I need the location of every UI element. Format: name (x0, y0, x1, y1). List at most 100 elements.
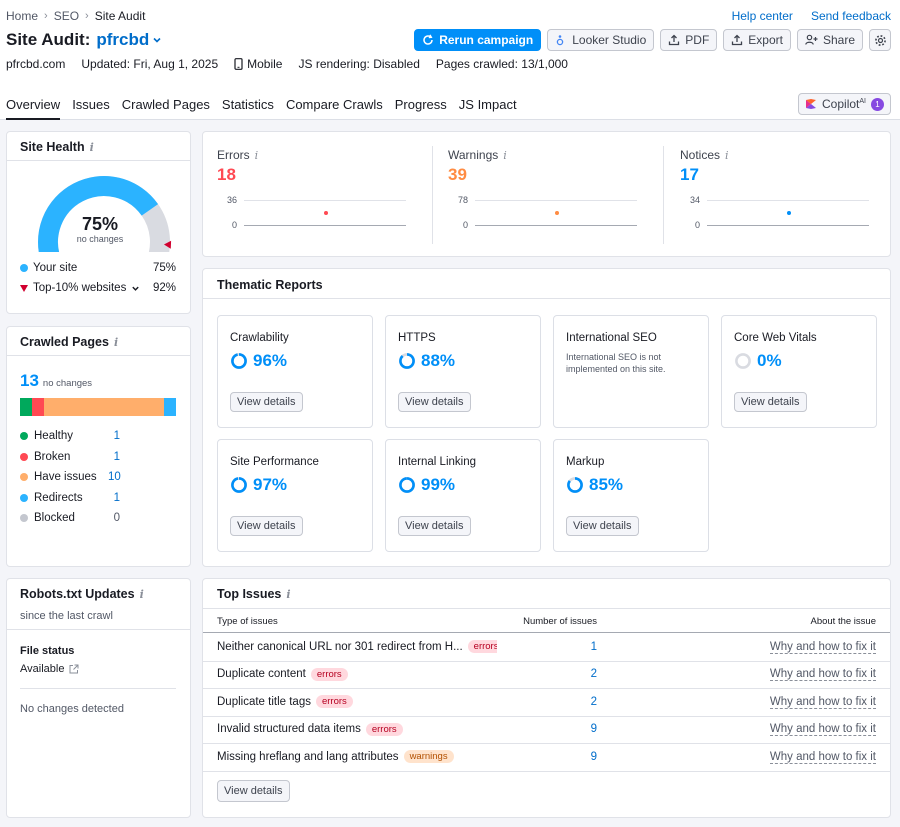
warnings-trend-point (555, 210, 559, 215)
project-selector[interactable]: pfrcbd (96, 30, 162, 50)
settings-button[interactable] (869, 29, 891, 51)
info-icon[interactable]: i (139, 587, 144, 601)
progress-ring-icon (231, 353, 247, 369)
report-card-markup[interactable]: Markup 85% View details (553, 439, 709, 552)
copilot-button[interactable]: CopilotAI 1 (798, 93, 891, 115)
issue-count[interactable]: 2 (590, 668, 597, 680)
issue-title[interactable]: Invalid structured data items (217, 723, 361, 735)
legend-value: 1 (113, 491, 120, 504)
issue-count[interactable]: 9 (590, 750, 597, 763)
upload-icon (669, 34, 680, 46)
warnings-tick-bottom: 0 (462, 220, 468, 230)
info-icon[interactable]: i (286, 587, 291, 601)
report-card-site-performance[interactable]: Site Performance 97% View details (217, 439, 373, 552)
info-icon[interactable]: i (725, 148, 729, 162)
why-how-fix-link[interactable]: Why and how to fix it (769, 695, 876, 709)
bar-segment-broken[interactable] (32, 398, 44, 416)
divider (203, 688, 890, 689)
divider (663, 146, 664, 244)
crawled-pages-count[interactable]: 13 no changes (20, 371, 93, 390)
breadcrumb-seo[interactable]: SEO (53, 9, 80, 23)
errors-stat[interactable]: Errors i 18 36 0 (203, 132, 432, 258)
rerun-campaign-label: Rerun campaign (439, 33, 534, 47)
project-name: pfrcbd (96, 30, 150, 49)
report-card-internal-linking[interactable]: Internal Linking 99% View details (385, 439, 541, 552)
view-details-button[interactable]: View details (230, 392, 303, 412)
divider (203, 632, 890, 633)
upload-icon (732, 34, 743, 46)
tab-compare-crawls[interactable]: Compare Crawls (285, 97, 383, 112)
legend-dot-icon (20, 493, 28, 502)
issue-title[interactable]: Duplicate title tags (217, 695, 311, 708)
breadcrumb-home[interactable]: Home (6, 9, 39, 23)
progress-ring-icon (399, 477, 415, 493)
why-how-fix-link[interactable]: Why and how to fix it (769, 750, 876, 764)
top10-value: 92% (152, 282, 176, 294)
tab-progress[interactable]: Progress (394, 97, 447, 112)
issue-count[interactable]: 9 (590, 723, 597, 735)
tab-statistics[interactable]: Statistics (221, 97, 274, 112)
rerun-campaign-button[interactable]: Rerun campaign (414, 29, 542, 51)
table-row: Neither canonical URL nor 301 redirect f… (217, 633, 876, 660)
issue-count[interactable]: 1 (590, 640, 597, 653)
report-card-crawlability[interactable]: Crawlability 96% View details (217, 315, 373, 428)
view-details-button[interactable]: View details (398, 392, 471, 412)
report-card-core-web-vitals[interactable]: Core Web Vitals 0% View details (721, 315, 877, 428)
view-details-button[interactable]: View details (398, 516, 471, 536)
tab-js-impact[interactable]: JS Impact (458, 97, 517, 112)
view-details-button[interactable]: View details (230, 516, 303, 536)
view-details-button[interactable]: View details (734, 392, 807, 412)
help-center-link[interactable]: Help center (731, 9, 793, 23)
why-how-fix-link[interactable]: Why and how to fix it (769, 668, 876, 681)
legend-row-healthy[interactable]: Healthy 1 (20, 430, 120, 442)
robots-no-changes: No changes detected (20, 703, 124, 715)
info-icon[interactable]: i (254, 148, 259, 162)
pdf-button[interactable]: PDF (660, 29, 718, 51)
ring-fill (399, 353, 415, 369)
device-type: Mobile (234, 57, 282, 71)
device-label: Mobile (247, 57, 283, 71)
issue-title[interactable]: Neither canonical URL nor 301 redirect f… (217, 640, 463, 653)
info-icon[interactable]: i (503, 148, 507, 162)
ring-fill (231, 477, 247, 493)
tab-issues[interactable]: Issues (72, 97, 110, 112)
issue-count[interactable]: 2 (590, 695, 597, 708)
send-feedback-link[interactable]: Send feedback (810, 9, 891, 23)
report-card-https[interactable]: HTTPS 88% View details (385, 315, 541, 428)
issue-title[interactable]: Duplicate content (217, 668, 306, 680)
bar-segment-have-issues[interactable] (44, 398, 164, 416)
legend-dot-icon (20, 452, 28, 461)
top10-selector[interactable]: Top-10% websites (20, 282, 140, 294)
notices-value: 17 (680, 165, 699, 184)
tab-crawled-pages[interactable]: Crawled Pages (121, 97, 210, 112)
warnings-stat[interactable]: Warnings i 39 78 0 (434, 132, 663, 258)
report-card-international-seo[interactable]: International SEO International SEO is no… (553, 315, 709, 428)
legend-row-broken[interactable]: Broken 1 (20, 451, 120, 463)
looker-studio-button[interactable]: Looker Studio (547, 29, 655, 51)
chevron-down-icon (153, 37, 161, 43)
info-icon[interactable]: i (89, 140, 94, 154)
triangle-down-icon (20, 284, 28, 292)
page-header: Home › SEO › Site Audit Help center Send… (0, 0, 900, 120)
issue-title[interactable]: Missing hreflang and lang attributes (217, 750, 399, 763)
table-row: Invalid structured data items errors 9 Why … (217, 716, 876, 743)
top-issues-view-details-button[interactable]: View details (217, 780, 290, 802)
bar-segment-redirects[interactable] (164, 398, 176, 416)
legend-row-have-issues[interactable]: Have issues 10 (20, 471, 121, 483)
file-status-value[interactable]: Available (20, 663, 79, 675)
why-how-fix-link[interactable]: Why and how to fix it (769, 723, 876, 736)
legend-row-redirects[interactable]: Redirects 1 (20, 492, 120, 504)
chevron-right-icon: › (85, 10, 89, 22)
legend-row-blocked[interactable]: Blocked 0 (20, 512, 120, 524)
info-icon[interactable]: i (113, 335, 119, 349)
site-health-title: Site Health i (20, 140, 94, 154)
export-button[interactable]: Export (723, 29, 791, 51)
table-row: Duplicate content errors 2 Why and how to f… (217, 661, 876, 688)
tab-overview[interactable]: Overview (6, 97, 61, 120)
why-how-fix-link[interactable]: Why and how to fix it (769, 640, 876, 654)
bar-segment-healthy[interactable] (20, 398, 32, 416)
top-issues-card: Top Issues i Type of issues Number of iss… (202, 578, 891, 818)
notices-stat[interactable]: Notices i 17 34 0 (666, 132, 892, 258)
view-details-button[interactable]: View details (566, 516, 639, 536)
share-button[interactable]: Share (796, 29, 863, 51)
